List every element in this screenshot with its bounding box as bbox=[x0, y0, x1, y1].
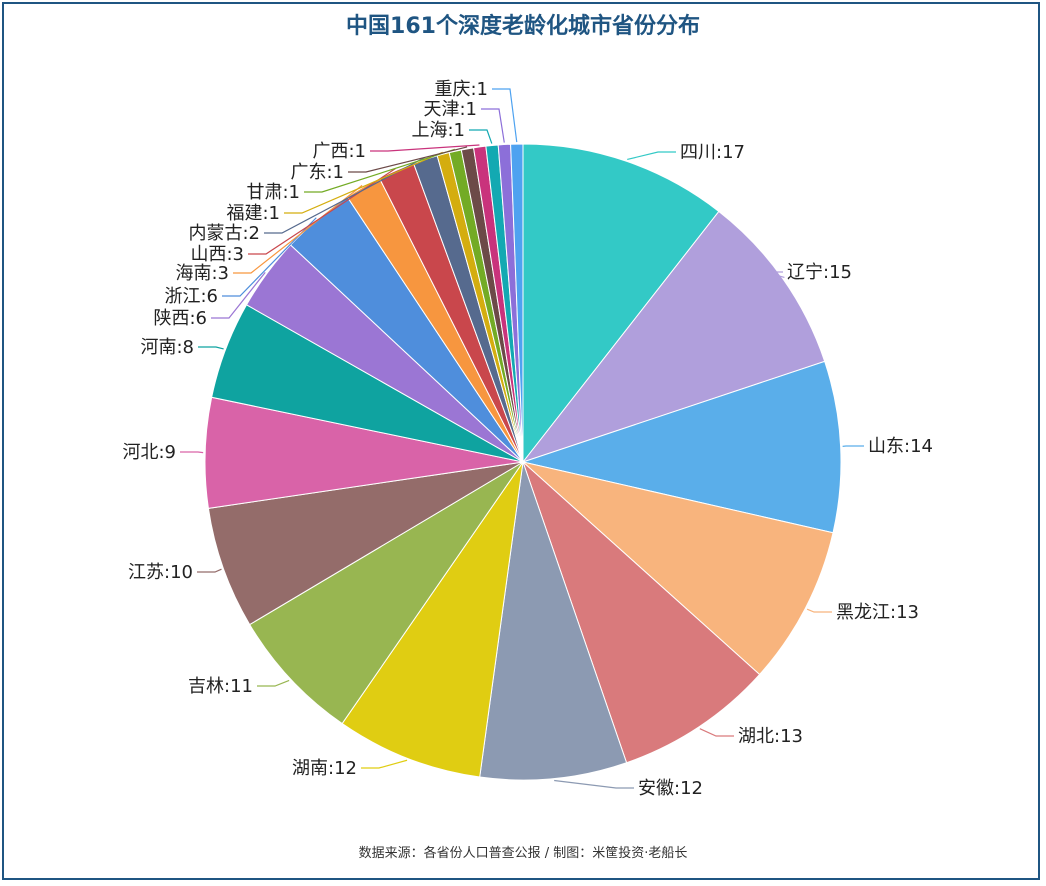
slice-label-广西: 广西:1 bbox=[312, 141, 366, 162]
leader-line-四川 bbox=[627, 151, 676, 161]
slice-label-上海: 上海:1 bbox=[411, 120, 465, 141]
pie-slice-辽宁 bbox=[521, 210, 826, 463]
leader-line-福建 bbox=[284, 151, 443, 214]
chart-title: 中国161个深度老龄化城市省份分布 bbox=[346, 14, 700, 39]
leader-line-辽宁 bbox=[764, 271, 785, 279]
leader-line-安徽 bbox=[554, 779, 634, 789]
slice-label-陕西: 陕西:6 bbox=[153, 308, 207, 329]
pie-slice-湖北 bbox=[521, 460, 761, 764]
source-note: 数据来源：各省份人口普查公报 / 制图：米筐投资·老船长 bbox=[358, 846, 688, 861]
leader-line-陕西 bbox=[211, 272, 266, 319]
leader-line-上海 bbox=[469, 129, 493, 144]
slice-label-福建: 福建:1 bbox=[226, 203, 280, 224]
slice-label-山西: 山西:3 bbox=[190, 244, 244, 265]
pie-slice-四川 bbox=[522, 143, 720, 464]
leader-line-广东 bbox=[348, 146, 468, 173]
leader-line-湖南 bbox=[361, 759, 408, 769]
slice-label-河南: 河南:8 bbox=[140, 337, 194, 358]
leader-line-浙江 bbox=[222, 217, 317, 297]
slice-label-江苏: 江苏:10 bbox=[128, 562, 193, 583]
leader-line-重庆 bbox=[492, 88, 518, 143]
slice-label-四川: 四川:17 bbox=[680, 142, 745, 163]
slice-label-海南: 海南:3 bbox=[175, 263, 229, 284]
slice-label-吉林: 吉林:11 bbox=[188, 676, 253, 697]
leader-line-湖北 bbox=[699, 728, 734, 737]
leader-line-天津 bbox=[481, 108, 505, 143]
leader-line-山西 bbox=[248, 167, 396, 255]
leader-line-内蒙古 bbox=[264, 156, 425, 234]
slice-label-山东: 山东:14 bbox=[868, 436, 933, 457]
pie-slice-重庆 bbox=[510, 143, 524, 463]
slice-label-重庆: 重庆:1 bbox=[434, 79, 488, 100]
leader-line-甘肃 bbox=[304, 148, 456, 193]
slice-label-内蒙古: 内蒙古:2 bbox=[188, 223, 260, 244]
pie-slice-江苏 bbox=[207, 461, 524, 626]
pie-slice-山东 bbox=[521, 360, 842, 534]
leader-line-广西 bbox=[370, 144, 480, 152]
pie-slice-湖南 bbox=[341, 461, 524, 778]
pie-slice-安徽 bbox=[479, 461, 628, 781]
leader-line-河北 bbox=[180, 451, 204, 454]
slice-label-河北: 河北:9 bbox=[122, 442, 176, 463]
slice-label-天津: 天津:1 bbox=[423, 99, 477, 120]
slice-label-浙江: 浙江:6 bbox=[164, 286, 218, 307]
leader-line-吉林 bbox=[257, 679, 290, 687]
pie-slice-吉林 bbox=[249, 461, 524, 725]
slice-label-安徽: 安徽:12 bbox=[638, 778, 703, 799]
leader-line-河南 bbox=[198, 346, 224, 350]
slice-label-黑龙江: 黑龙江:13 bbox=[836, 602, 919, 623]
leader-line-黑龙江 bbox=[806, 608, 832, 613]
slice-label-湖南: 湖南:12 bbox=[292, 758, 357, 779]
slice-label-广东: 广东:1 bbox=[290, 162, 344, 183]
slice-label-辽宁: 辽宁:15 bbox=[787, 262, 852, 283]
leader-line-江苏 bbox=[197, 568, 222, 573]
slice-label-甘肃: 甘肃:1 bbox=[246, 182, 300, 203]
pie-slice-黑龙江 bbox=[521, 461, 834, 676]
slice-label-湖北: 湖北:13 bbox=[738, 726, 803, 747]
